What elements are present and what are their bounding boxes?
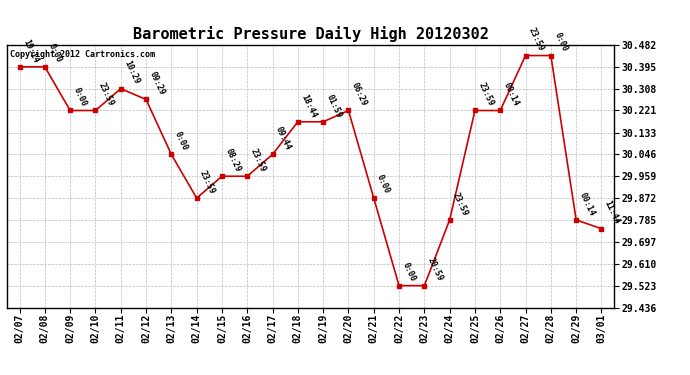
Text: 10:29: 10:29	[122, 59, 141, 86]
Text: 0:00: 0:00	[552, 31, 569, 53]
Text: 23:59: 23:59	[248, 147, 267, 174]
Text: 20:59: 20:59	[426, 256, 444, 283]
Text: 23:59: 23:59	[198, 169, 217, 195]
Text: 11:44: 11:44	[603, 200, 622, 226]
Text: 18:44: 18:44	[299, 93, 318, 119]
Text: 01:59: 01:59	[324, 93, 343, 119]
Text: 23:59: 23:59	[527, 26, 546, 53]
Text: 0:00: 0:00	[46, 42, 63, 64]
Text: 0:00: 0:00	[375, 173, 392, 195]
Text: 23:59: 23:59	[97, 81, 115, 108]
Text: 23:59: 23:59	[451, 190, 470, 217]
Text: Copyright 2012 Cartronics.com: Copyright 2012 Cartronics.com	[10, 50, 155, 59]
Text: 09:44: 09:44	[274, 125, 293, 152]
Text: 0:00: 0:00	[72, 86, 88, 108]
Text: 00:14: 00:14	[578, 190, 596, 217]
Text: 08:29: 08:29	[224, 147, 242, 174]
Text: 09:29: 09:29	[148, 70, 166, 97]
Text: 19:14: 19:14	[21, 38, 39, 64]
Text: 0:00: 0:00	[172, 130, 189, 152]
Text: 06:29: 06:29	[350, 81, 368, 108]
Text: 23:59: 23:59	[476, 81, 495, 108]
Title: Barometric Pressure Daily High 20120302: Barometric Pressure Daily High 20120302	[132, 27, 489, 42]
Text: 0:00: 0:00	[400, 261, 417, 283]
Text: 00:14: 00:14	[502, 81, 520, 108]
